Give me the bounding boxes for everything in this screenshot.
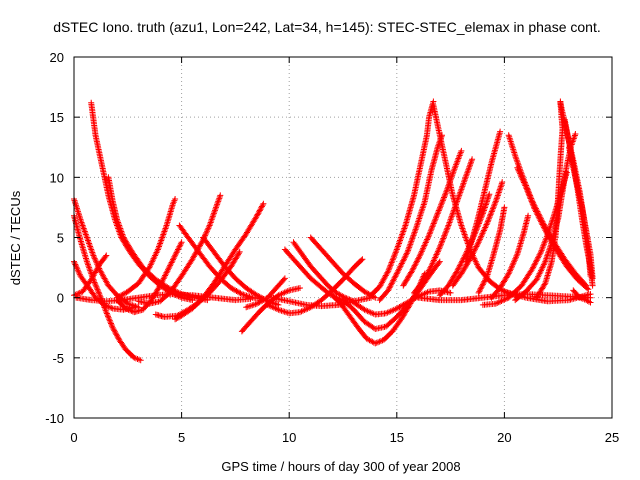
- series-34: [475, 204, 508, 296]
- plus-markers: [307, 234, 379, 301]
- series-35: [505, 132, 590, 289]
- plus-markers: [505, 132, 590, 289]
- y-tick-label: 5: [57, 231, 64, 246]
- series-17: [281, 246, 351, 306]
- series-43: [566, 144, 596, 282]
- x-tick-label: 10: [282, 430, 296, 445]
- series-28: [400, 147, 465, 289]
- plus-markers: [411, 156, 476, 296]
- plus-markers: [329, 270, 428, 347]
- data-marks: [71, 98, 596, 364]
- y-tick-label: -10: [45, 411, 64, 426]
- plus-markers: [501, 288, 594, 305]
- y-tick-label: 15: [50, 110, 64, 125]
- y-tick-label: 10: [50, 170, 64, 185]
- grid: [74, 57, 612, 418]
- plus-markers: [566, 144, 596, 282]
- series-18: [290, 239, 357, 305]
- x-tick-label: 25: [605, 430, 619, 445]
- plus-markers: [114, 196, 179, 301]
- plus-markers: [290, 239, 357, 305]
- y-tick-label: 20: [50, 50, 64, 65]
- plus-markers: [176, 222, 267, 302]
- plus-markers: [430, 102, 514, 298]
- plus-markers: [281, 246, 351, 306]
- series-8: [114, 196, 179, 301]
- axis-ticks: [73, 56, 613, 419]
- series-31: [449, 179, 506, 289]
- plus-markers: [400, 147, 465, 289]
- plus-markers: [514, 164, 592, 293]
- series-19: [307, 234, 379, 301]
- x-tick-label: 20: [497, 430, 511, 445]
- plus-markers: [376, 132, 445, 304]
- plus-markers: [449, 179, 506, 289]
- x-tick-label: 15: [390, 430, 404, 445]
- series-32: [462, 128, 504, 265]
- x-tick-label: 5: [178, 430, 185, 445]
- series-27: [430, 102, 514, 298]
- series-22: [329, 270, 428, 347]
- series-37: [488, 212, 532, 301]
- x-tick-label: 0: [70, 430, 77, 445]
- plus-markers: [114, 239, 185, 316]
- plus-markers: [368, 98, 437, 299]
- series-29: [411, 156, 476, 296]
- y-tick-label: 0: [57, 291, 64, 306]
- series-36: [514, 164, 592, 293]
- plus-markers: [475, 204, 508, 296]
- plus-markers: [488, 212, 532, 301]
- x-axis-label: GPS time / hours of day 300 of year 2008: [221, 459, 460, 474]
- series-9: [114, 239, 185, 316]
- chart-title: dSTEC Iono. truth (azu1, Lon=242, Lat=34…: [53, 19, 600, 35]
- plus-markers: [462, 128, 504, 265]
- series-45: [501, 288, 594, 305]
- y-axis-label: dSTEC / TECUs: [8, 190, 23, 285]
- series-26: [376, 132, 445, 304]
- series-16: [243, 275, 288, 311]
- y-tick-label: -5: [52, 351, 64, 366]
- tick-labels: 0 5 10 15 20 25 -10 -5 0 5 10 15 20: [45, 50, 619, 445]
- plus-markers: [243, 275, 288, 311]
- series-25: [368, 98, 437, 299]
- series-13: [176, 222, 267, 302]
